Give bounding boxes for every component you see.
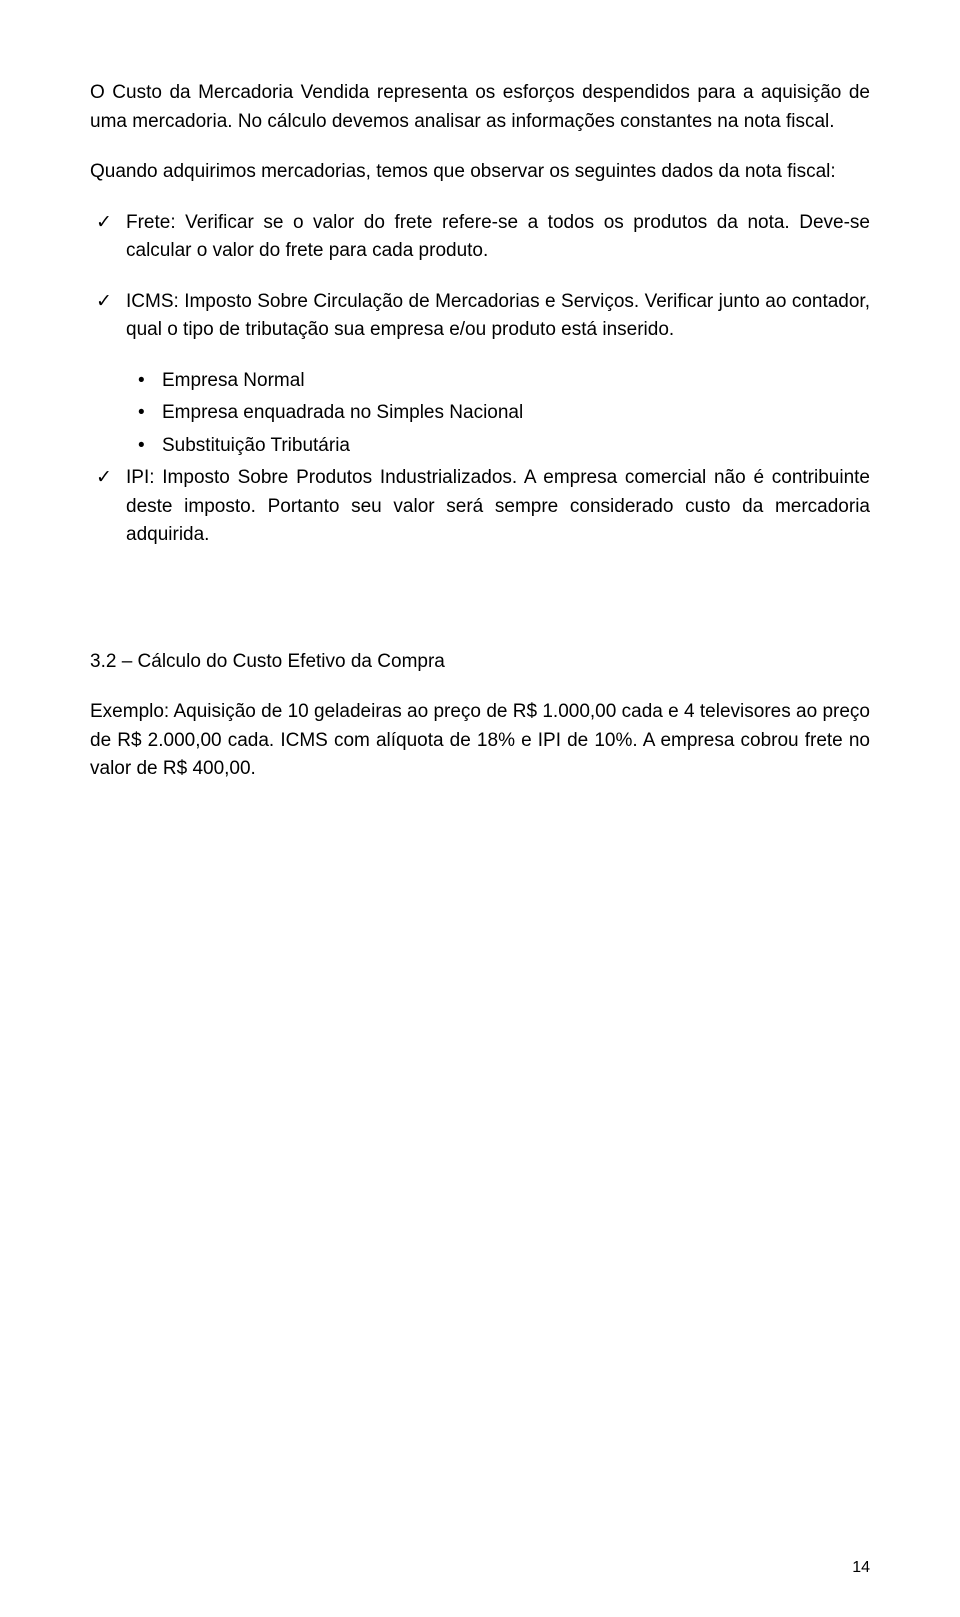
- paragraph-example: Exemplo: Aquisição de 10 geladeiras ao p…: [90, 698, 870, 784]
- checklist-item-ipi: IPI: Imposto Sobre Produtos Industrializ…: [126, 464, 870, 550]
- bullet-simples-nacional: Empresa enquadrada no Simples Nacional: [162, 399, 870, 428]
- page-number: 14: [852, 1559, 870, 1577]
- checklist-cont: IPI: Imposto Sobre Produtos Industrializ…: [90, 464, 870, 550]
- paragraph-intro-1: O Custo da Mercadoria Vendida representa…: [90, 79, 870, 136]
- section-heading: 3.2 – Cálculo do Custo Efetivo da Compra: [90, 648, 870, 677]
- bullet-list-empresa: Empresa Normal Empresa enquadrada no Sim…: [90, 367, 870, 461]
- bullet-substituicao: Substituição Tributária: [162, 432, 870, 461]
- bullet-empresa-normal: Empresa Normal: [162, 367, 870, 396]
- checklist-item-icms: ICMS: Imposto Sobre Circulação de Mercad…: [126, 288, 870, 345]
- paragraph-intro-2: Quando adquirimos mercadorias, temos que…: [90, 158, 870, 187]
- checklist: Frete: Verificar se o valor do frete ref…: [90, 209, 870, 345]
- checklist-item-frete: Frete: Verificar se o valor do frete ref…: [126, 209, 870, 266]
- spacer: [90, 572, 870, 592]
- document-page: O Custo da Mercadoria Vendida representa…: [0, 0, 960, 1617]
